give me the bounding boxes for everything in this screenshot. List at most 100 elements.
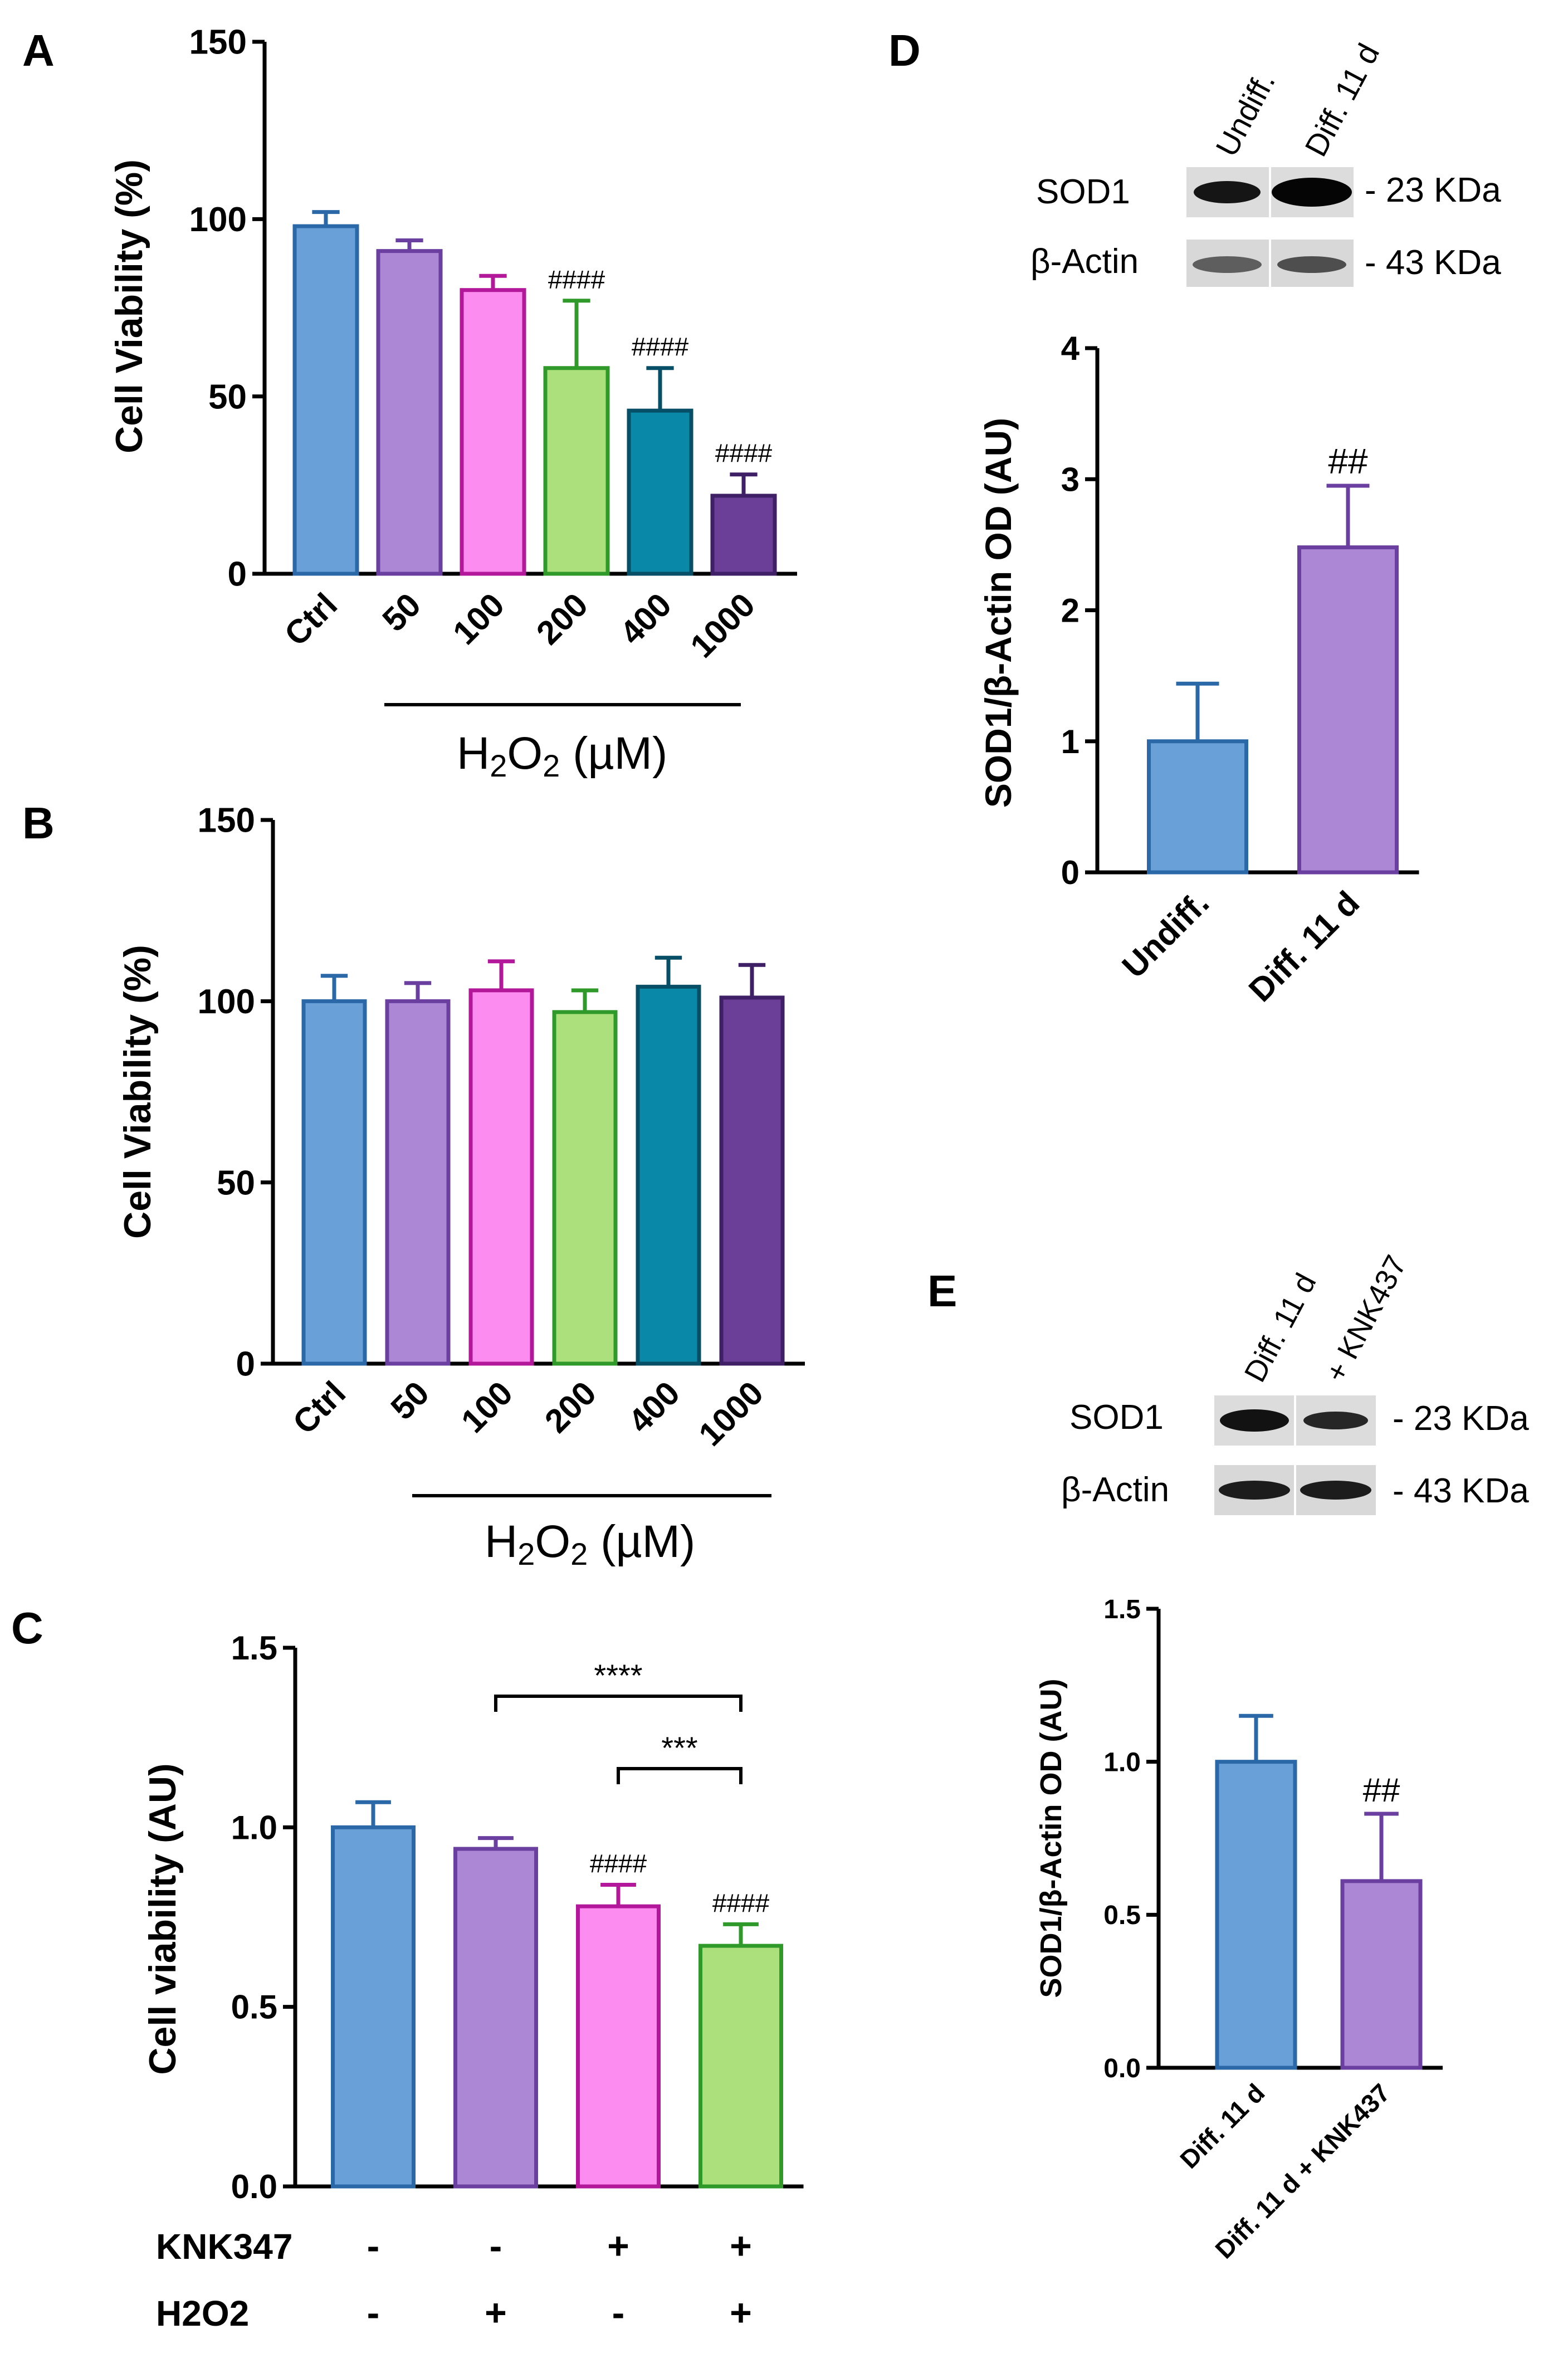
y-tick-label-a-2: 100 [189,201,247,239]
blot-e-sod1-band-1 [1220,1409,1289,1432]
comparison-label-0: **** [594,1658,642,1693]
comparison-bracket-1 [617,1767,743,1784]
bar-chart-c: 0.0 0.5 1.0 1.5 Cell viability (AU) #### #### *… [141,1629,804,2334]
category-label-b-5: 1000 [691,1374,770,1453]
blot-e-actin-band-1 [1219,1481,1290,1500]
y-tick-label-c-0: 0.0 [231,2168,277,2205]
bar-d-0 [1147,739,1248,875]
category-label-e-0: Diff. 11 d [1174,2078,1270,2174]
category-label-b-2: 100 [454,1374,520,1440]
bar-c-2 [576,1904,661,2189]
y-axis-title-a: Cell Viability (%) [108,159,150,453]
blot-d-actin-band-1 [1193,256,1262,273]
y-tick-label-b-2: 100 [198,983,255,1021]
factor-level-0-3: + [730,2225,752,2267]
category-label-a-5: 1000 [683,586,762,665]
factor-level-0-2: + [607,2225,629,2267]
y-tick-label-d-2: 2 [1061,592,1079,629]
bar-c-0 [331,1825,416,2189]
y-tick-label-e-0: 0.0 [1103,2054,1141,2083]
blot-e-actin-band-2 [1300,1481,1371,1500]
y-tick-label-a-0: 0 [228,555,247,594]
category-label-a-1: 50 [375,586,428,639]
h2o2-label-a: H2O2 (µM) [457,728,667,783]
blot-e-protein-actin: β-Actin [1061,1471,1169,1509]
y-axis-title-b: Cell Viability (%) [116,945,159,1239]
category-label-b-1: 50 [384,1374,437,1427]
category-label-a-0: Ctrl [277,586,344,653]
significance-a-3: #### [548,265,605,294]
blot-e-weight-actin: - 43 KDa [1393,1472,1529,1510]
factor-level-1-0: - [367,2292,380,2334]
comparison-label-1: *** [661,1730,697,1765]
y-tick-label-b-0: 0 [236,1345,255,1384]
factor-name-1: H2O2 [156,2293,249,2333]
factor-level-0-1: - [490,2225,502,2267]
western-blot-e: Diff. 11 d + KNK437 SOD1 β-Actin - 23 KD… [1061,1250,1529,1515]
significance-d-1: ## [1328,441,1368,481]
bar-a-4 [627,408,693,576]
bar-b-1 [385,999,451,1366]
bar-chart-b: 0 50 100 150 Cell Viability (%) Ctrl 50 100 200 4… [116,802,805,1453]
y-tick-label-e-3: 1.5 [1103,1595,1141,1624]
comparison-bracket-0 [494,1695,743,1712]
significance-a-4: #### [632,333,689,362]
category-label-b-3: 200 [538,1374,603,1440]
blot-d-protein-actin: β-Actin [1030,242,1139,281]
blot-e-protein-sod1: SOD1 [1069,1398,1164,1437]
blot-e-lane-2: + KNK437 [1319,1250,1413,1388]
blot-d-lane-1: Undiff. [1209,66,1282,162]
bar-e-1 [1340,1879,1423,2070]
y-tick-label-c-3: 1.5 [231,1629,277,1667]
category-label-d-1: Diff. 11 d [1242,884,1366,1009]
panel-label-b: B [22,798,55,848]
panel-label-a: A [22,26,55,75]
blot-e-lane-1: Diff. 11 d [1238,1268,1323,1388]
blot-e-sod1-band-2 [1303,1412,1368,1429]
bar-c-3 [698,1944,783,2189]
blot-d-weight-actin: - 43 KDa [1365,243,1501,282]
y-tick-label-a-1: 50 [208,378,247,416]
y-tick-label-e-2: 1.0 [1103,1747,1141,1777]
category-label-b-4: 400 [621,1374,687,1440]
category-label-b-0: Ctrl [286,1374,353,1441]
blot-d-sod1-band-2 [1272,178,1352,207]
bar-b-4 [636,984,701,1366]
bar-chart-d: 0 1 2 3 4 SOD1/β-Actin OD (AU) Undiff. ## Diff. … [978,330,1419,1009]
bar-a-5 [710,494,777,576]
y-tick-label-b-3: 150 [198,802,255,840]
h2o2-label-b: H2O2 (µM) [485,1516,695,1571]
bar-b-2 [468,988,534,1366]
blot-e-weight-sod1: - 23 KDa [1393,1399,1529,1438]
western-blot-d: Undiff. Diff. 11 d SOD1 β-Actin - 23 KDa… [1030,38,1501,287]
bar-a-0 [292,224,359,576]
bar-e-0 [1215,1760,1297,2070]
blot-d-actin-band-2 [1277,256,1346,273]
y-tick-label-d-3: 3 [1061,461,1079,498]
y-axis-title-e: SOD1/β-Actin OD (AU) [1034,1679,1068,1998]
y-tick-label-c-2: 1.0 [231,1809,277,1846]
y-axis-title-d: SOD1/β-Actin OD (AU) [978,418,1019,808]
y-tick-label-a-3: 150 [189,23,247,62]
significance-a-5: #### [715,439,773,468]
y-tick-label-d-1: 1 [1061,723,1079,760]
significance-c-3: #### [712,1888,770,1917]
y-tick-label-e-1: 0.5 [1103,1901,1141,1930]
blot-d-weight-sod1: - 23 KDa [1365,171,1501,209]
significance-c-2: #### [590,1849,647,1878]
panel-label-e: E [927,1266,957,1316]
y-axis-title-c: Cell viability (AU) [141,1763,184,2074]
factor-level-1-2: - [612,2292,625,2334]
category-label-a-4: 400 [613,586,678,652]
category-label-d-0: Undiff. [1115,884,1217,985]
y-tick-label-b-1: 50 [217,1164,255,1202]
y-tick-label-d-4: 4 [1061,330,1080,367]
bar-a-3 [543,366,610,576]
panel-label-c: C [11,1603,43,1653]
factor-name-0: KNK347 [156,2227,292,2267]
y-tick-label-d-0: 0 [1061,854,1079,891]
bar-b-3 [552,1010,618,1366]
bar-b-5 [719,995,785,1366]
bar-c-1 [453,1847,538,2189]
